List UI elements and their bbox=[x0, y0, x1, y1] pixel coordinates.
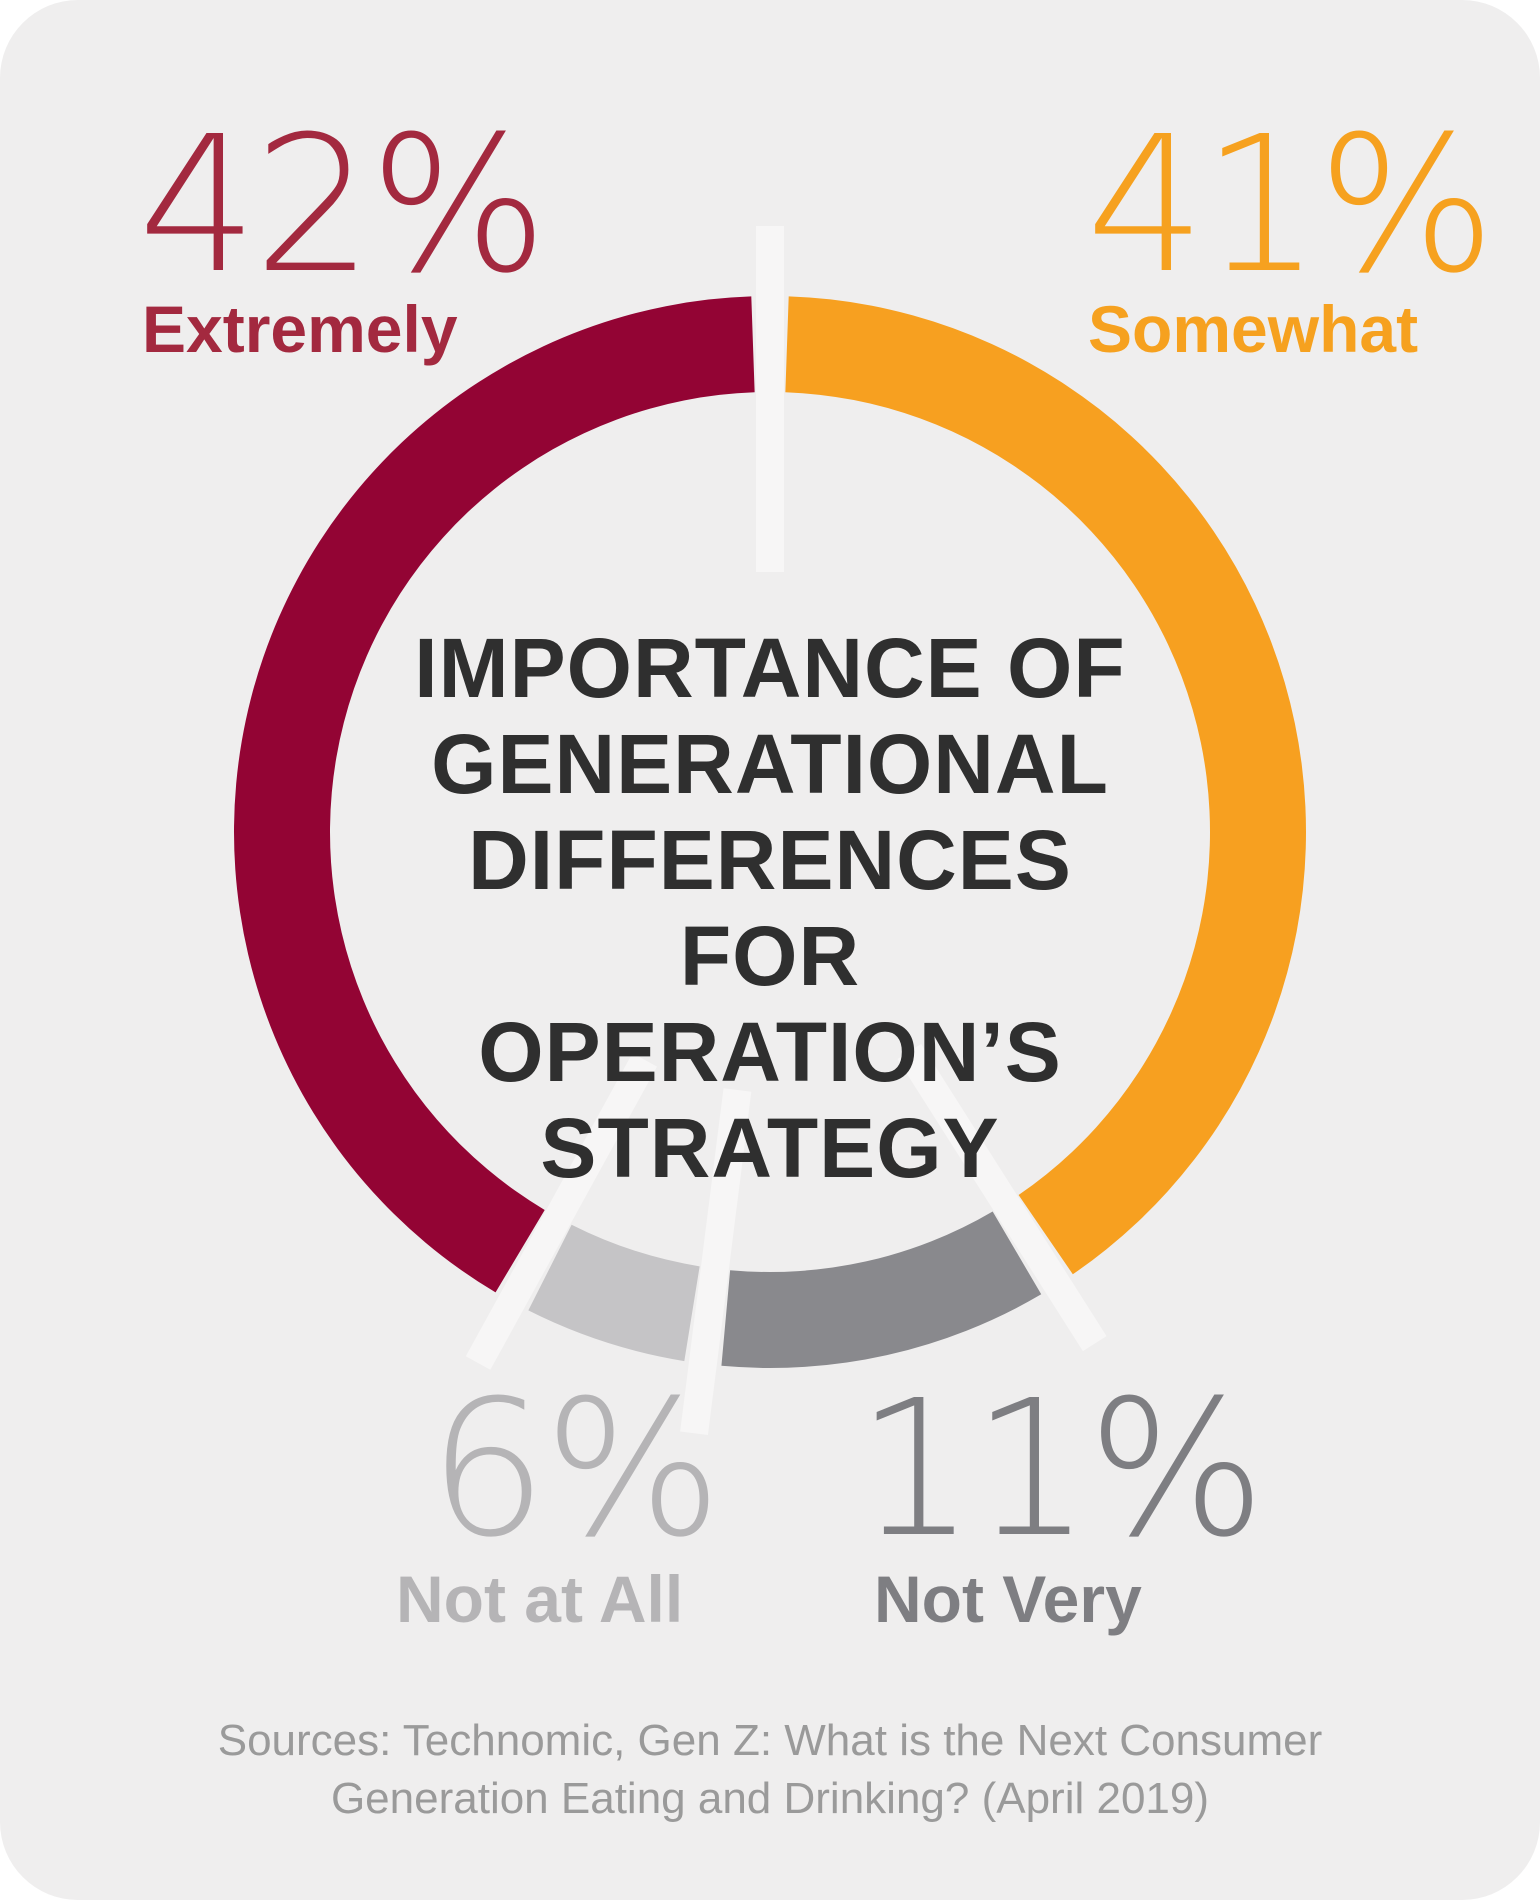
donut-slice-somewhat bbox=[785, 296, 1306, 1275]
slice-separator-3 bbox=[680, 1088, 752, 1435]
donut-slice-not-very bbox=[721, 1211, 1042, 1368]
chart-title-line-5: STRATEGY bbox=[540, 1101, 1000, 1195]
slice-separator-4 bbox=[465, 1053, 658, 1370]
donut-slice-not-at-all bbox=[528, 1224, 700, 1362]
chart-title-line-2: GENERATIONAL bbox=[431, 717, 1109, 811]
chart-title: IMPORTANCE OF GENERATIONAL DIFFERENCES F… bbox=[380, 620, 1160, 1196]
slice-value-label-not-very: 11% bbox=[856, 1360, 1266, 1579]
slice-separators bbox=[465, 226, 1107, 1435]
slice-category-label-not-very: Not Very bbox=[874, 1562, 1142, 1636]
chart-title-line-1: IMPORTANCE OF bbox=[414, 621, 1126, 715]
slice-category-label-somewhat: Somewhat bbox=[1088, 292, 1419, 366]
slice-value-label-not-at-all: 6% bbox=[428, 1360, 722, 1579]
donut-slices bbox=[233, 296, 1306, 1368]
source-line-2: Generation Eating and Drinking? (April 2… bbox=[330, 1774, 1210, 1823]
slice-category-label-not-at-all: Not at All bbox=[396, 1562, 684, 1636]
chart-title-line-4: OPERATION’S bbox=[478, 1005, 1062, 1099]
slice-value-label-extremely: 42% bbox=[138, 96, 548, 315]
slice-separator-2 bbox=[897, 1044, 1107, 1352]
slice-value-label-somewhat: 41% bbox=[1086, 96, 1496, 315]
slice-category-label-extremely: Extremely bbox=[142, 292, 458, 366]
source-note: Sources: Technomic, Gen Z: What is the N… bbox=[170, 1712, 1370, 1828]
chart-title-line-3: DIFFERENCES FOR bbox=[468, 813, 1072, 1003]
source-line-1: Sources: Technomic, Gen Z: What is the N… bbox=[217, 1716, 1323, 1765]
donut-slice-extremely bbox=[233, 296, 755, 1293]
